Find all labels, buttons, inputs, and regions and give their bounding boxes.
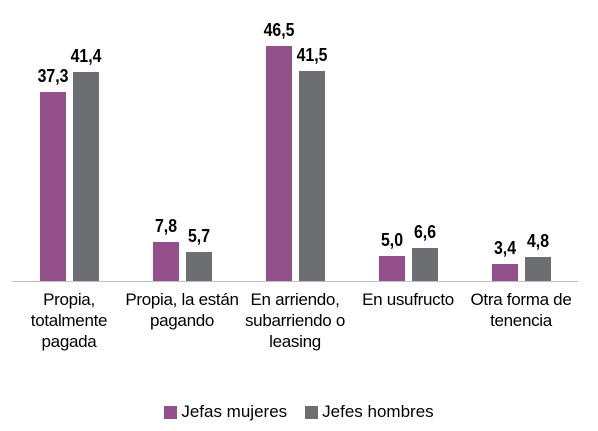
data-label: 5,7: [187, 226, 210, 247]
bar: [265, 46, 292, 281]
bar: [185, 252, 212, 281]
x-tick-label: En usufructo: [362, 290, 454, 309]
data-label: 5,0: [380, 229, 403, 250]
data-label: 4,8: [526, 230, 549, 251]
x-tick-label: Propia, la están pagando: [125, 290, 239, 330]
bar: [411, 247, 438, 281]
bar: [378, 255, 405, 281]
legend-item: Jefas mujeres: [164, 402, 287, 422]
x-tick-label: En arriendo, subarriendo o leasing: [244, 290, 346, 351]
data-label: 7,8: [154, 215, 177, 236]
legend-swatch: [305, 405, 319, 419]
x-tick-label: Propia, totalmente pagada: [30, 290, 108, 351]
data-label: 37,3: [37, 66, 68, 87]
bar: [39, 92, 66, 281]
data-label: 46,5: [263, 20, 294, 40]
legend-swatch: [164, 405, 178, 419]
legend-label: Jefes hombres: [322, 402, 434, 421]
data-label: 3,4: [493, 237, 516, 258]
x-tick-label: Otra forma de tenencia: [470, 290, 572, 330]
legend-label: Jefas mujeres: [181, 402, 288, 421]
bar: [524, 256, 551, 281]
bar: [152, 241, 179, 281]
bar: [491, 263, 518, 281]
bar: [72, 71, 99, 281]
legend-item: Jefes hombres: [305, 402, 434, 422]
axis-line: [12, 281, 578, 282]
data-label: 41,4: [70, 45, 101, 66]
bar: [298, 71, 325, 281]
data-label: 41,5: [296, 45, 327, 66]
legend: Jefas mujeres Jefes hombres: [0, 402, 598, 422]
data-label: 6,6: [413, 221, 436, 242]
